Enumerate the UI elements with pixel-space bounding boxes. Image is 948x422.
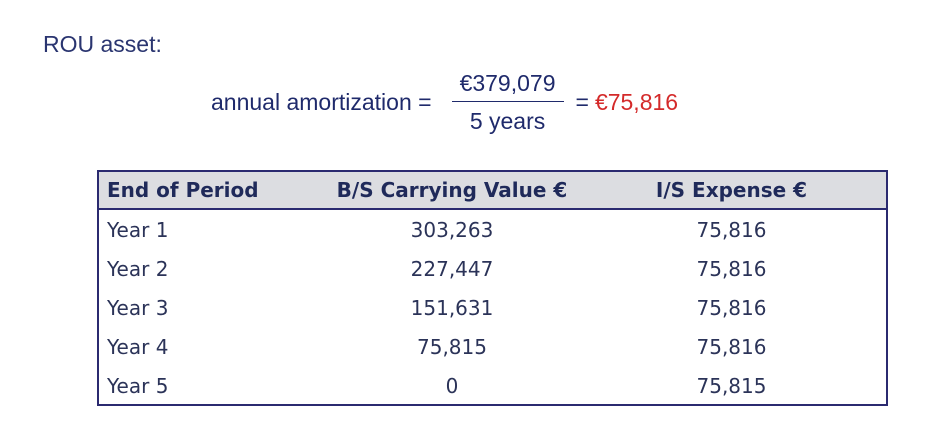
carrying-value-cell: 0 [445, 373, 459, 398]
expense-cell: 75,815 [696, 373, 767, 398]
fraction-denominator: 5 years [469, 107, 546, 134]
table-row: Year 1 303,263 75,816 [99, 209, 886, 249]
period-cell: Year 1 [107, 217, 169, 242]
expense-cell: 75,816 [696, 295, 767, 320]
table-row: Year 3 151,631 75,816 [99, 288, 886, 327]
amortization-table: End of Period B/S Carrying Value € I/S E… [97, 170, 888, 406]
table-header-row: End of Period B/S Carrying Value € I/S E… [99, 172, 886, 209]
period-cell: Year 3 [107, 295, 169, 320]
section-heading: ROU asset: [43, 31, 162, 57]
period-cell: Year 4 [107, 334, 169, 359]
formula-label: annual amortization = [211, 88, 432, 115]
fraction-numerator: €379,079 [451, 70, 564, 102]
formula-result: €75,816 [594, 88, 679, 115]
period-cell: Year 5 [107, 373, 169, 398]
table-row: Year 5 0 75,815 [99, 366, 886, 405]
carrying-value-cell: 75,815 [417, 334, 487, 359]
expense-cell: 75,816 [696, 256, 767, 281]
carrying-value-cell: 227,447 [410, 256, 494, 281]
fraction: €379,079 5 years [451, 70, 564, 135]
header-end-of-period: End of Period [107, 178, 259, 202]
expense-cell: 75,816 [696, 217, 767, 242]
table-row: Year 2 227,447 75,816 [99, 249, 886, 288]
equals-sign: = [575, 88, 589, 115]
carrying-value-cell: 151,631 [410, 295, 494, 320]
amortization-formula: annual amortization = €379,079 5 years =… [211, 66, 678, 138]
header-carrying-value: B/S Carrying Value € [336, 178, 568, 202]
carrying-value-cell: 303,263 [410, 217, 494, 242]
schedule-table: End of Period B/S Carrying Value € I/S E… [99, 172, 886, 405]
header-expense: I/S Expense € [655, 178, 808, 202]
table-row: Year 4 75,815 75,816 [99, 327, 886, 366]
period-cell: Year 2 [107, 256, 169, 281]
expense-cell: 75,816 [696, 334, 767, 359]
